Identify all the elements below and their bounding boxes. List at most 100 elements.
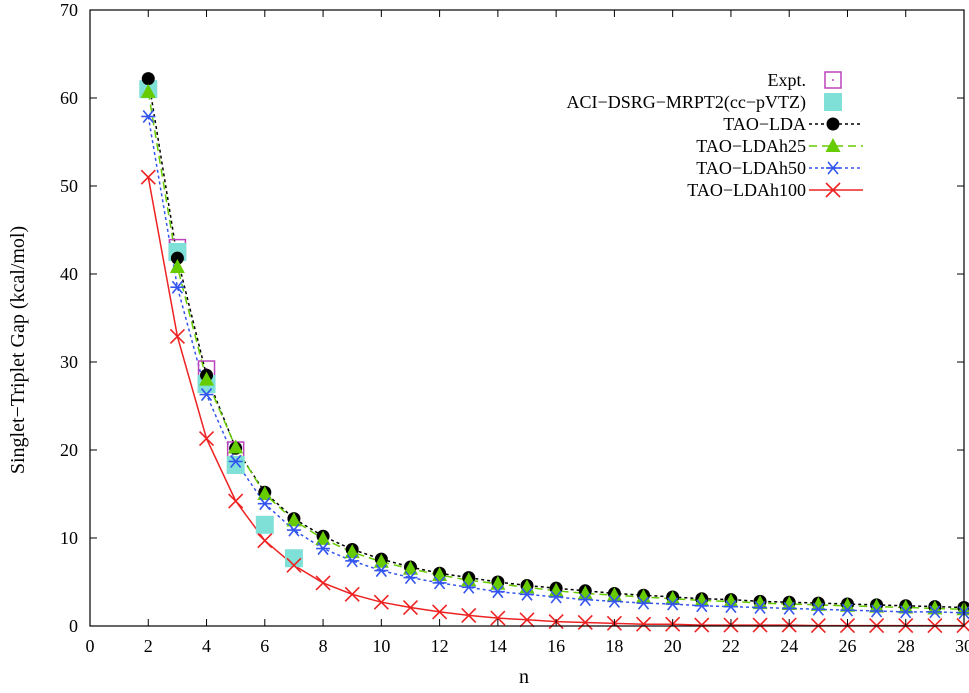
data-point-s3-9: [402, 560, 418, 575]
x-tick-label: 20: [664, 636, 682, 656]
data-point-s4-6: [316, 542, 331, 556]
data-point-s3-25: [869, 598, 885, 613]
data-point-s3-26: [898, 599, 914, 614]
x-tick-label: 22: [722, 636, 740, 656]
x-tick-label: 8: [319, 636, 328, 656]
x-tick-label: 24: [780, 636, 798, 656]
legend: Expt.ACI−DSRG−MRPT2(cc−pVTZ)TAO−LDATAO−L…: [567, 70, 863, 200]
data-point-s4-24: [840, 603, 855, 617]
data-point-s5-12: [490, 610, 506, 626]
data-point-s5-1: [169, 328, 185, 345]
data-point-s4-27: [927, 605, 942, 619]
data-point-s2-0: [141, 72, 155, 86]
data-point-s5-3: [228, 493, 244, 509]
data-point-s3-4: [257, 486, 273, 500]
data-point-s5-13: [519, 612, 535, 628]
data-point-s3-24: [839, 597, 855, 612]
data-point-s5-15: [577, 614, 593, 631]
data-point-s3-22: [781, 596, 797, 610]
series-line-3: [147, 91, 965, 611]
legend-label: TAO−LDAh100: [687, 180, 806, 200]
data-point-s4-9: [403, 571, 418, 585]
data-point-s4-1: [170, 280, 185, 294]
legend-marker: [824, 71, 842, 89]
data-point-s3-3: [228, 439, 244, 454]
x-tick-label: 14: [489, 636, 507, 656]
x-tick-label: 30: [955, 636, 969, 656]
data-point-s3-7: [344, 544, 360, 559]
data-point-s4-22: [782, 601, 797, 615]
legend-label: TAO−LDAh50: [696, 158, 806, 178]
y-tick-label: 40: [60, 264, 78, 284]
data-point-s5-19: [694, 617, 710, 633]
x-tick-label: 16: [547, 636, 565, 656]
series-line-4: [147, 116, 965, 614]
legend-item: TAO−LDAh50: [696, 158, 863, 178]
data-point-s4-23: [811, 602, 826, 616]
y-tick-label: 60: [60, 88, 78, 108]
data-point-s4-11: [461, 580, 476, 594]
legend-item: ACI−DSRG−MRPT2(cc−pVTZ): [567, 92, 842, 113]
y-axis-label: Singlet−Triplet Gap (kcal/mol): [7, 226, 29, 474]
data-point-s2-1: [170, 251, 184, 265]
data-point-s4-3: [228, 454, 243, 468]
data-point-s1-5: [284, 549, 303, 568]
data-point-s4-26: [898, 605, 913, 619]
data-point-s5-6: [315, 575, 331, 591]
x-tick-label: 4: [202, 636, 211, 656]
data-point-s3-1: [169, 258, 185, 273]
data-point-s4-5: [286, 523, 301, 537]
data-point-s5-21: [752, 617, 768, 633]
data-point-s4-8: [374, 564, 389, 578]
data-point-s3-8: [373, 553, 389, 568]
legend-item: Expt.: [768, 70, 842, 90]
data-point-s4-0: [141, 109, 156, 123]
data-point-s4-20: [723, 600, 738, 614]
y-tick-label: 50: [60, 176, 78, 196]
data-point-s4-25: [869, 604, 884, 618]
y-tick-label: 70: [60, 0, 78, 20]
legend-marker: [824, 93, 842, 111]
plot-frame: [89, 9, 965, 627]
y-tick-label: 10: [60, 528, 78, 548]
y-tick-label: 30: [60, 352, 78, 372]
data-point-s4-13: [520, 587, 534, 601]
series-layer: [139, 72, 969, 634]
data-point-s4-2: [199, 388, 214, 402]
data-point-s4-14: [549, 590, 564, 604]
data-point-s5-17: [635, 616, 652, 632]
data-point-s5-8: [373, 594, 389, 610]
legend-label: TAO−LDAh25: [696, 136, 806, 156]
legend-item: TAO−LDAh100: [687, 180, 863, 200]
legend-item: TAO−LDA: [723, 114, 863, 134]
legend-marker: [825, 182, 841, 198]
x-axis-label: n: [519, 666, 529, 688]
data-point-s4-7: [345, 554, 360, 568]
data-point-s4-10: [432, 576, 447, 590]
x-tick-label: 0: [86, 636, 95, 656]
data-point-s1-3: [226, 455, 245, 474]
data-point-s3-20: [723, 593, 739, 608]
x-tick-label: 28: [897, 636, 915, 656]
data-point-s4-21: [753, 601, 768, 615]
data-point-s5-4: [257, 533, 273, 549]
data-point-s3-19: [694, 592, 710, 607]
data-point-s3-18: [665, 590, 681, 605]
data-point-s4-15: [578, 593, 593, 607]
legend-label: Expt.: [768, 70, 807, 90]
legend-marker: [826, 161, 840, 175]
data-point-s3-27: [927, 600, 943, 615]
x-tick-label: 10: [372, 636, 390, 656]
legend-marker: [825, 138, 841, 152]
data-point-s4-18: [665, 597, 680, 611]
legend-label: TAO−LDA: [723, 114, 806, 134]
data-point-s5-2: [198, 430, 215, 447]
data-point-s3-5: [286, 512, 302, 527]
data-point-s4-4: [257, 497, 272, 511]
x-tick-label: 18: [605, 636, 623, 656]
x-tick-label: 26: [838, 636, 856, 656]
data-point-s3-2: [199, 371, 215, 386]
data-point-s4-16: [607, 594, 622, 608]
data-point-s5-0: [140, 169, 156, 185]
